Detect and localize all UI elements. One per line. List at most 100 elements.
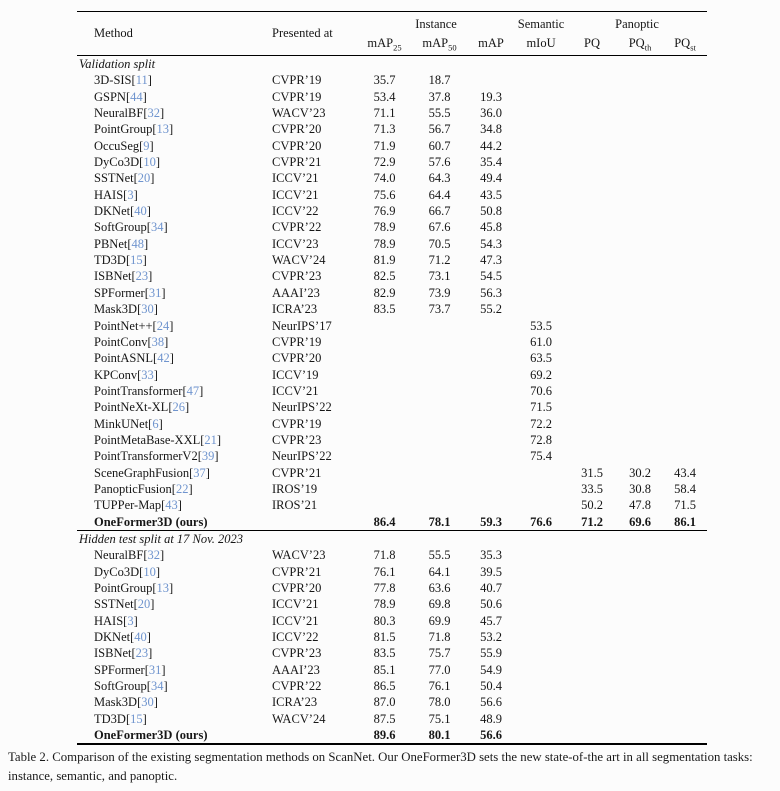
citation-bracket: [ [197,449,202,464]
method-name: SPFormer [94,662,145,677]
metric-value: 78.9 [373,220,396,235]
citation-link[interactable]: 23 [135,646,149,661]
citation-link[interactable]: 10 [143,155,156,170]
citation-link[interactable]: 21 [204,432,217,447]
method-cell: PointNet++[24] [77,318,272,334]
metric-value [663,596,707,612]
citation-link[interactable]: 47 [186,383,200,398]
venue: WACV’23 [272,106,326,121]
citation-link[interactable]: 26 [172,400,185,415]
metric-value [663,564,707,580]
metric-value [515,662,567,678]
citation-link[interactable]: 44 [130,89,143,104]
venue: CVPR’19 [272,416,322,431]
citation-link[interactable]: 15 [130,711,143,726]
metric-value [617,416,663,432]
citation-bracket: ] [147,73,152,88]
citation-link[interactable]: 42 [157,351,170,366]
metric-value [567,564,617,580]
metric-value [663,416,707,432]
citation-link[interactable]: 32 [147,548,160,563]
metric-value [663,727,707,744]
citation-link[interactable]: 40 [134,204,147,219]
metric-value: 75.6 [373,187,396,202]
metric-value [567,268,617,284]
citation-link[interactable]: 9 [143,138,150,153]
metric-value [567,580,617,596]
metric-value: 30.2 [629,465,651,480]
metric-value [515,727,567,744]
citation-link[interactable]: 38 [151,334,165,349]
method-cell: SPFormer[31] [77,662,272,678]
metric-value: 78.9 [373,597,396,612]
table-row: OneFormer3D (ours) 89.6 80.1 56.6 [77,727,707,744]
citation-bracket: ] [153,302,158,317]
citation-link[interactable]: 20 [137,171,151,186]
citation-link[interactable]: 20 [137,597,151,612]
citation-link[interactable]: 48 [131,236,145,251]
method-name: NeuralBF [94,106,144,121]
metric-value [567,432,617,448]
metric-value [663,711,707,727]
method-name: KPConv [94,367,138,382]
citation-link[interactable]: 3 [127,613,134,628]
citation-link[interactable]: 37 [193,465,206,480]
col-header-map-base: mAP [478,35,504,50]
metric-value: 39.5 [480,564,502,579]
citation-bracket: ] [149,138,154,153]
metric-value: 64.1 [428,564,451,579]
citation-link[interactable]: 6 [152,416,159,431]
citation-bracket: [ [189,465,194,480]
citation-link[interactable]: 30 [141,695,154,710]
venue: CVPR’20 [272,581,322,595]
citation-link[interactable]: 10 [143,564,156,579]
citation-link[interactable]: 24 [156,318,170,333]
metric-value [617,154,663,170]
venue: ICRA’23 [272,302,318,317]
col-header-map25: mAP25 [357,33,412,56]
metric-value: 72.2 [530,416,552,431]
metric-value: 50.2 [581,498,603,513]
metric-value: 37.8 [428,89,451,104]
citation-link[interactable]: 33 [141,367,154,382]
citation-bracket: [ [133,597,138,612]
metric-value: 71.8 [428,630,451,645]
citation-link[interactable]: 11 [135,73,148,88]
citation-link[interactable]: 31 [148,662,162,677]
citation-link[interactable]: 34 [150,220,164,235]
citation-bracket: [ [123,187,128,202]
metric-value: 34.8 [480,122,502,137]
metric-value [567,727,617,744]
citation-link[interactable]: 22 [175,481,189,496]
metric-value: 82.5 [373,269,396,284]
method-cell: PanopticFusion[22] [77,481,272,497]
metric-value: 89.6 [373,728,396,743]
metric-value: 71.5 [530,400,552,415]
citation-link[interactable]: 32 [147,106,160,121]
metric-value: 30.8 [629,481,651,496]
citation-bracket: ] [164,334,169,349]
citation-link[interactable]: 39 [201,449,215,464]
metric-value [412,416,467,432]
table-row: PointConv[38] CVPR’19 61.0 [77,334,707,350]
citation-link[interactable]: 13 [156,122,170,137]
citation-link[interactable]: 3 [127,187,134,202]
metric-value: 55.5 [428,106,451,121]
citation-link[interactable]: 31 [148,285,162,300]
citation-link[interactable]: 23 [135,269,149,284]
citation-link[interactable]: 30 [141,302,154,317]
metric-value [663,268,707,284]
metric-value [412,399,467,415]
citation-link[interactable]: 13 [156,581,170,595]
citation-link[interactable]: 43 [165,498,178,513]
citation-link[interactable]: 34 [150,679,164,694]
metric-value [617,89,663,105]
citation-link[interactable]: 40 [134,630,147,645]
table-row: PointTransformerV2[39] NeurIPS’22 75.4 [77,448,707,464]
metric-value [567,399,617,415]
table-row: PanopticFusion[22] IROS’19 33.5 30.8 58.4 [77,481,707,497]
citation-bracket: ] [133,613,138,628]
citation-link[interactable]: 15 [130,253,143,268]
citation-bracket: [ [144,662,149,677]
metric-value [515,694,567,710]
